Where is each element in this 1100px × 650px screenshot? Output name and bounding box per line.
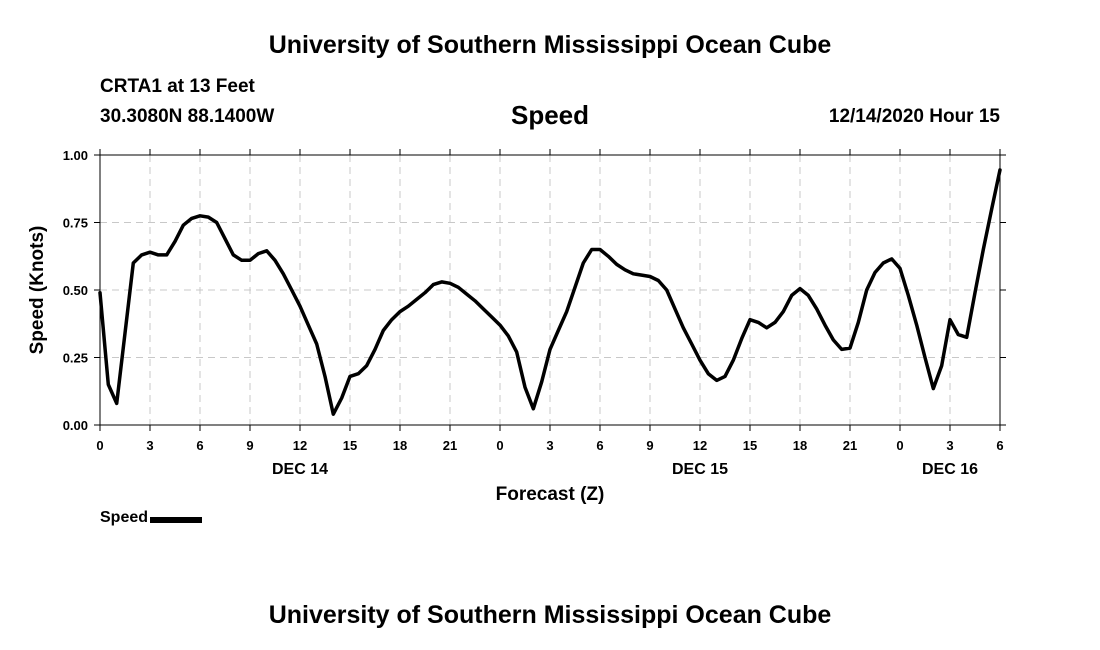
timestamp-label: 12/14/2020 Hour 15 [828,106,1000,127]
x-tick-label: 3 [546,438,553,453]
x-tick-label: 21 [443,438,457,453]
speed-series-line [98,168,1002,416]
x-tick-label: 6 [996,438,1003,453]
x-tick-label: 0 [96,438,103,453]
x-tick-label: 6 [596,438,603,453]
x-tick-label: 12 [693,438,707,453]
legend-label: Speed [100,509,149,526]
page-title: University of Southern Mississippi Ocean… [268,31,832,59]
y-tick-label: 1.00 [63,148,88,163]
x-tick-label: 18 [793,438,807,453]
x-tick-label: 0 [496,438,503,453]
x-axis-label: Forecast (Z) [496,484,605,505]
y-tick-label: 0.50 [63,283,88,298]
chart-title: Speed [510,100,590,130]
axis-ticks [94,149,1006,431]
grid [100,155,1000,425]
date-label: DEC 16 [922,461,978,478]
series-layer [98,168,1002,416]
station-label: CRTA1 at 13 Feet [100,76,255,97]
y-axis-label: Speed (Knots) [27,226,48,355]
x-tick-label: 15 [343,438,357,453]
x-tick-label: 18 [393,438,407,453]
x-tick-label: 9 [646,438,653,453]
footer-title: University of Southern Mississippi Ocean… [268,601,832,629]
x-tick-label: 12 [293,438,307,453]
x-tick-label: 21 [843,438,857,453]
y-tick-label: 0.25 [63,351,88,366]
y-tick-label: 0.00 [63,418,88,433]
x-tick-label: 3 [146,438,153,453]
x-tick-label: 6 [196,438,203,453]
date-label: DEC 14 [272,461,328,478]
legend-swatch [150,516,203,523]
x-tick-label: 0 [896,438,903,453]
y-tick-label: 0.75 [63,216,88,231]
legend: Speed [100,509,203,527]
x-tick-label: 15 [743,438,757,453]
date-label: DEC 15 [672,461,728,478]
x-tick-label: 9 [246,438,253,453]
tick-labels: 0 3 6 9 12 15 18 21 0 3 6 9 12 15 18 21 0 3 6 0.00 0.25 0.50 0… [63,148,1004,478]
x-tick-label: 3 [946,438,953,453]
coordinates-label: 30.3080N 88.1400W [100,106,275,127]
